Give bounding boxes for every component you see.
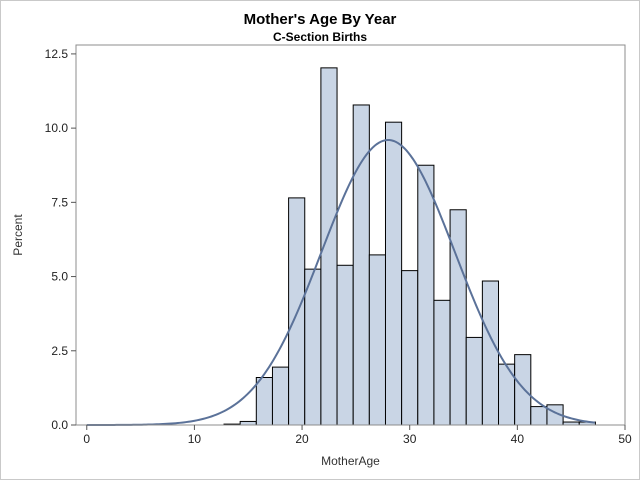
histogram-bar xyxy=(239,420,257,426)
chart-title: Mother's Age By Year xyxy=(243,11,397,28)
y-axis-label: Percent xyxy=(11,214,25,256)
histogram-bar xyxy=(530,406,548,426)
y-tick-label: 5.0 xyxy=(51,270,68,284)
plot-area xyxy=(75,44,626,426)
x-tick-label: 50 xyxy=(618,432,632,446)
histogram-bar xyxy=(449,209,467,426)
histogram-bar xyxy=(465,336,483,426)
y-tick-label: 10.0 xyxy=(45,121,69,135)
histogram-bar xyxy=(336,264,354,426)
histogram-bar xyxy=(433,299,451,426)
histogram-bar xyxy=(481,280,500,426)
histogram-bar xyxy=(304,268,322,426)
x-axis: 0 10 20 30 40 50 xyxy=(83,425,632,446)
histogram-bar xyxy=(514,354,532,426)
histogram-bar xyxy=(401,270,419,426)
x-tick-label: 20 xyxy=(295,432,309,446)
histogram-bar xyxy=(255,377,273,426)
x-tick-label: 0 xyxy=(83,432,90,446)
histogram-bar xyxy=(417,164,435,426)
x-tick-label: 10 xyxy=(188,432,202,446)
histogram-bar xyxy=(384,121,403,426)
y-tick-label: 7.5 xyxy=(51,195,68,209)
normal-density-curve xyxy=(86,139,595,426)
histogram-bar xyxy=(368,254,386,426)
y-axis: 0.0 2.5 5.0 7.5 10.0 12.5 xyxy=(45,47,76,432)
y-tick-label: 0.0 xyxy=(51,418,68,432)
histogram-bar xyxy=(271,366,290,426)
chart-subtitle: C-Section Births xyxy=(272,30,367,44)
normal-curve-group xyxy=(86,139,595,426)
x-tick-label: 40 xyxy=(511,432,525,446)
y-tick-label: 2.5 xyxy=(51,344,68,358)
y-tick-label: 12.5 xyxy=(45,47,69,61)
x-axis-label: MotherAge xyxy=(321,454,380,468)
histogram-bars xyxy=(223,67,596,426)
x-tick-label: 30 xyxy=(403,432,417,446)
